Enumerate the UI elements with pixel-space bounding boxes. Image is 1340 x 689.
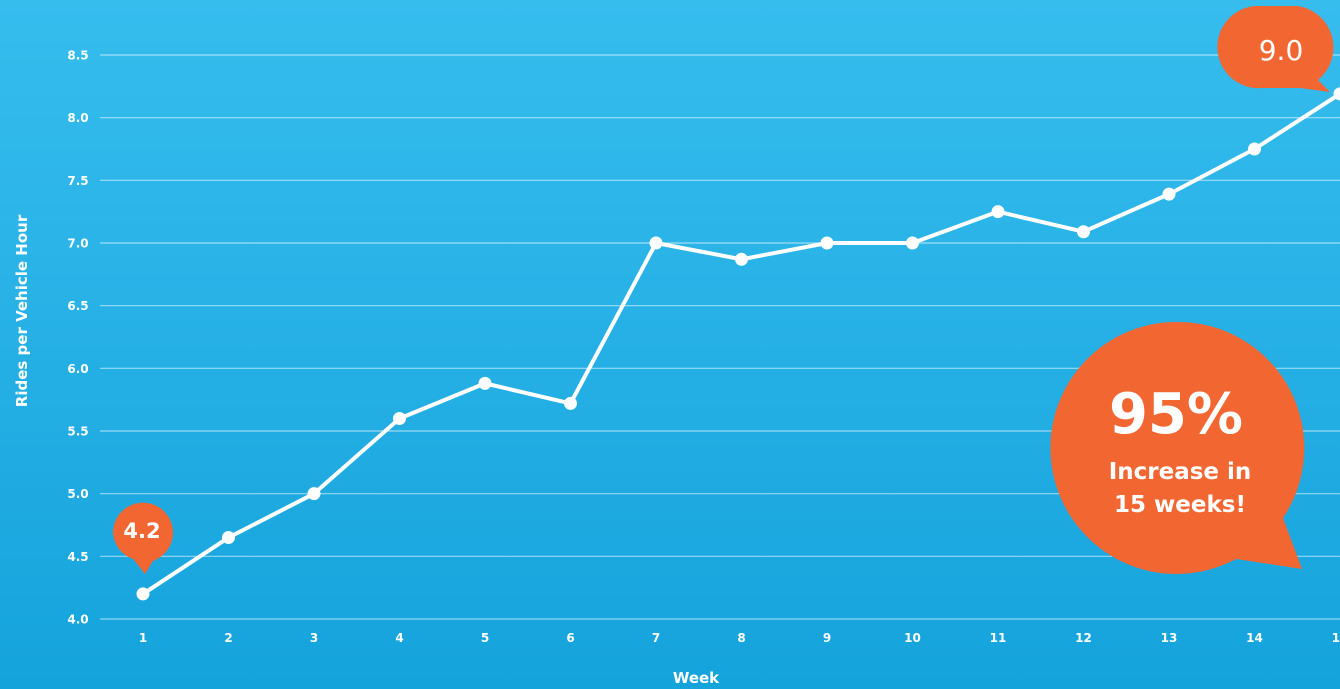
x-tick-label: 11 (990, 631, 1007, 645)
x-tick-label: 15 (1332, 631, 1340, 645)
start-value-callout: 4.2 (112, 502, 173, 574)
x-axis-tick-labels: 123456789101112131415 (139, 631, 1340, 645)
end-value-callout: 9.0 (1217, 6, 1334, 92)
data-point (1333, 87, 1340, 101)
data-point (393, 411, 406, 425)
end-callout-label: 9.0 (1259, 34, 1304, 67)
gridlines (100, 54, 1340, 620)
highlight-percent: 95% (1109, 382, 1243, 447)
data-point (991, 205, 1005, 219)
start-callout-label: 4.2 (123, 519, 160, 543)
y-axis-tick-labels: 4.0 4.5 5.0 5.5 6.0 6.5 7.0 7.5 8.0 8.5 (67, 49, 88, 627)
data-point (906, 236, 919, 250)
y-tick-label: 4.0 (67, 613, 88, 627)
x-tick-label: 3 (310, 631, 318, 645)
y-tick-label: 8.0 (67, 111, 88, 125)
y-tick-label: 7.0 (67, 237, 88, 251)
data-point (564, 396, 577, 410)
y-tick-label: 5.5 (67, 425, 88, 439)
y-tick-label: 8.5 (67, 49, 88, 63)
data-point (222, 531, 235, 545)
increase-highlight-callout: 95% Increase in 15 weeks! (1050, 321, 1305, 574)
series-rides (136, 87, 1340, 601)
data-point (1162, 187, 1176, 201)
y-tick-label: 7.5 (67, 174, 88, 188)
end-callout-bubble (1217, 6, 1334, 92)
x-tick-label: 4 (395, 631, 403, 645)
x-tick-label: 6 (566, 631, 574, 645)
y-tick-label: 5.0 (67, 487, 88, 501)
x-tick-label: 9 (823, 631, 831, 645)
data-point (1248, 142, 1261, 156)
y-tick-label: 4.5 (67, 550, 88, 564)
x-tick-label: 1 (139, 631, 147, 645)
x-tick-label: 14 (1246, 631, 1263, 645)
x-tick-label: 12 (1075, 631, 1092, 645)
y-tick-label: 6.5 (67, 299, 88, 313)
x-axis-title: Week (673, 669, 720, 687)
x-tick-label: 8 (737, 631, 745, 645)
x-tick-label: 10 (904, 631, 921, 645)
data-point (1077, 225, 1090, 239)
data-point (478, 376, 492, 390)
data-point (136, 587, 150, 601)
highlight-line-1: Increase in (1109, 459, 1252, 485)
y-axis-title: Rides per Vehicle Hour (13, 214, 31, 407)
data-point (820, 236, 834, 250)
data-point (735, 252, 748, 266)
data-point (649, 236, 663, 250)
x-tick-label: 7 (652, 631, 660, 645)
highlight-speech-bubble (1050, 321, 1305, 574)
start-callout-bubble (112, 502, 173, 574)
x-tick-label: 2 (224, 631, 232, 645)
x-tick-label: 13 (1161, 631, 1178, 645)
y-tick-label: 6.0 (67, 362, 88, 376)
highlight-line-2: 15 weeks! (1114, 492, 1246, 518)
x-tick-label: 5 (481, 631, 489, 645)
data-point (307, 487, 321, 501)
